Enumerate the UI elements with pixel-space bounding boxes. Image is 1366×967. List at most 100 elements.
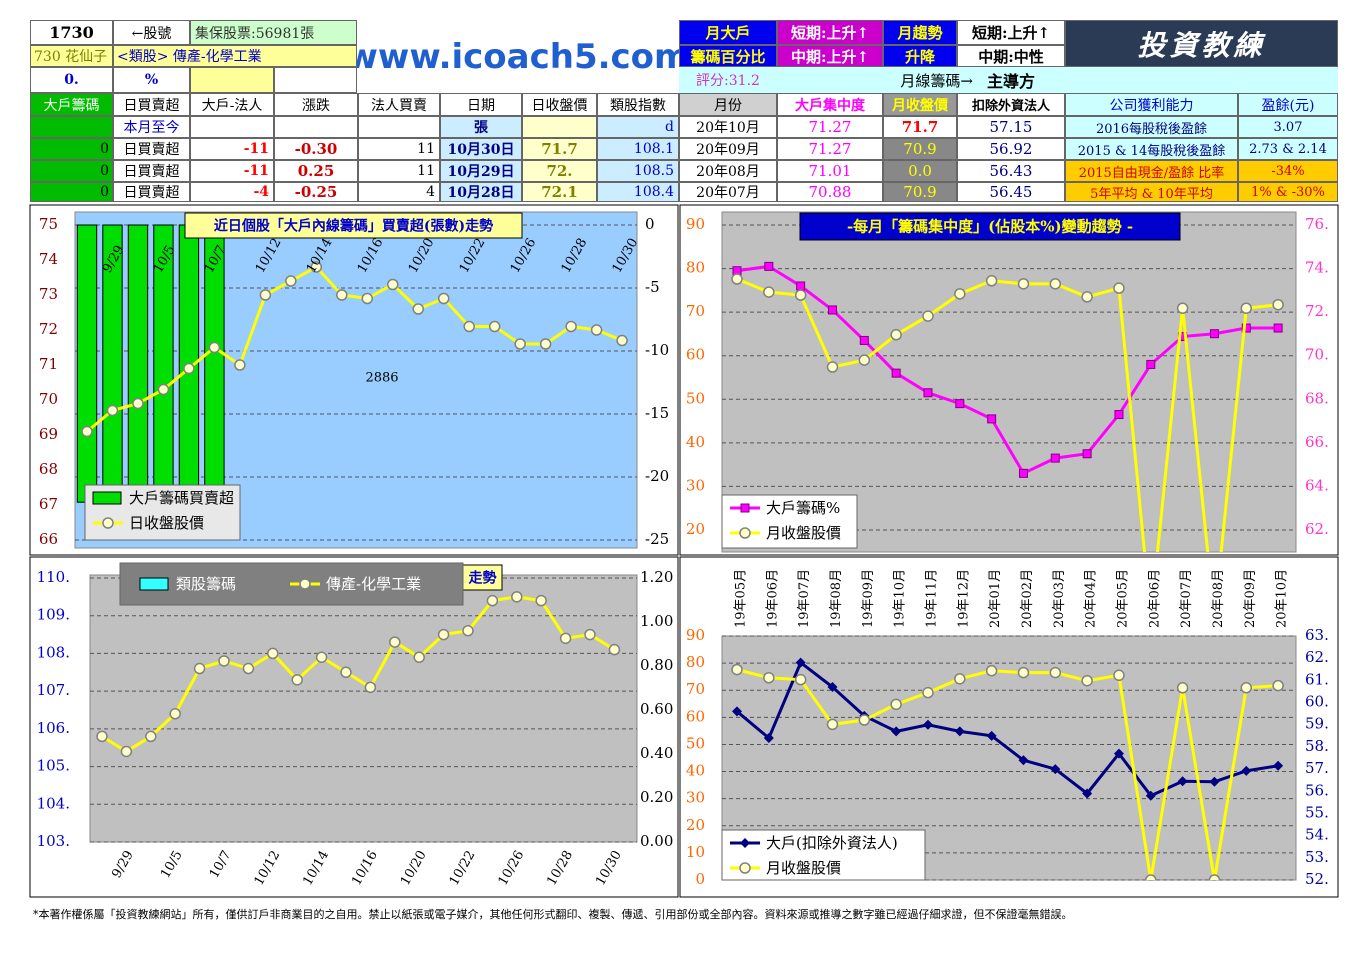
- table-cell: 72.1: [522, 182, 597, 202]
- point: [795, 657, 806, 668]
- point: [514, 338, 526, 350]
- line: [736, 660, 1279, 798]
- point: [922, 310, 934, 322]
- tick-label: 80: [686, 259, 705, 277]
- tick-label: -10: [645, 341, 669, 359]
- table-cell: 11: [358, 160, 440, 182]
- point: [858, 714, 871, 726]
- tick-label: 55.: [1305, 803, 1329, 821]
- table-cell: 108.4: [597, 182, 679, 202]
- point: [389, 636, 401, 648]
- cell: 月大戶: [679, 20, 777, 45]
- table-cell: [522, 116, 597, 138]
- point: [763, 733, 774, 744]
- point: [891, 368, 901, 378]
- point: [1146, 359, 1156, 369]
- point: [340, 666, 352, 679]
- point: [859, 335, 869, 345]
- table-cell: 10月28日: [440, 182, 522, 202]
- point: [922, 686, 934, 699]
- series-layer: [76, 224, 628, 503]
- x-tick-label: 20年04月: [1084, 569, 1099, 628]
- tick-label: 54.: [1305, 826, 1329, 844]
- tick-label: 52.: [1305, 870, 1329, 888]
- point: [1113, 748, 1124, 759]
- legend: [721, 829, 926, 881]
- tick-label: 103.: [37, 832, 70, 850]
- point: [985, 664, 998, 677]
- tick-label: 40: [686, 762, 705, 780]
- point: [584, 628, 596, 641]
- tick-label: 62.: [1305, 648, 1329, 666]
- annotation: 2886: [365, 371, 398, 386]
- title-box: [184, 212, 523, 239]
- table-cell: 57.15: [957, 116, 1065, 138]
- tick-label: 0.80: [640, 656, 673, 674]
- cell: 月趨勢: [883, 20, 957, 45]
- point: [763, 286, 775, 298]
- table-cell: 2016每股稅後盈餘: [1065, 116, 1238, 138]
- x-tick-label: 19年10月: [893, 569, 908, 628]
- point: [511, 591, 523, 603]
- tick-label: 0.20: [640, 788, 673, 806]
- table-cell: 20年10月: [679, 116, 777, 138]
- tick-label: 75: [39, 215, 58, 233]
- point: [827, 682, 838, 693]
- tick-label: 60.: [1305, 693, 1329, 711]
- column-header: 月收盤價: [883, 93, 957, 116]
- cell: 主導方: [980, 67, 1338, 93]
- point: [183, 362, 195, 375]
- table-cell: 日買賣超: [113, 138, 190, 160]
- point: [539, 338, 552, 350]
- point: [1273, 323, 1283, 333]
- x-tick-label: 20年02月: [1020, 569, 1035, 628]
- point: [285, 275, 297, 287]
- point: [608, 643, 621, 656]
- point: [310, 261, 323, 273]
- point: [826, 718, 839, 731]
- line: [736, 277, 1279, 552]
- point: [208, 341, 221, 354]
- point: [291, 674, 303, 686]
- point: [1050, 453, 1060, 463]
- point: [535, 594, 547, 607]
- table-cell: 2.73 & 2.14: [1238, 138, 1338, 160]
- legend-swatch: [139, 577, 169, 591]
- tick-label: 72.: [1305, 302, 1329, 320]
- tick-label: 68: [39, 460, 58, 478]
- table-cell: 本月至今: [113, 116, 190, 138]
- point: [923, 388, 933, 398]
- table-cell: 11: [358, 138, 440, 160]
- tick-label: 50: [686, 389, 705, 407]
- table-cell: [358, 116, 440, 138]
- point: [1114, 410, 1124, 420]
- point: [234, 359, 246, 371]
- cell: 中期:中性: [957, 45, 1065, 67]
- point: [145, 730, 157, 743]
- table-cell: d: [597, 116, 679, 138]
- tick-label: 110.: [37, 568, 70, 586]
- cell: 集保股票:56981張: [190, 20, 357, 45]
- plot-area: [89, 574, 638, 843]
- x-tick-label: 19年11月: [924, 569, 939, 628]
- tick-label: 68.: [1305, 389, 1329, 407]
- point: [463, 320, 475, 333]
- table-cell: 71.7: [522, 138, 597, 160]
- tick-label: 105.: [37, 757, 70, 775]
- column-header: 法人買賣: [358, 93, 440, 116]
- legend-swatch: [92, 491, 122, 505]
- table-cell: -0.30: [274, 138, 358, 160]
- cell: ←股號: [113, 20, 190, 45]
- table-cell: 70.88: [777, 182, 883, 202]
- column-header: 日買賣超: [113, 93, 190, 116]
- x-tick-label: 19年08月: [829, 569, 844, 628]
- column-header: 日期: [440, 93, 522, 116]
- point: [986, 730, 997, 741]
- tick-label: 53.: [1305, 848, 1329, 866]
- point: [763, 672, 775, 684]
- point: [565, 320, 577, 333]
- legend-label: 大戶籌碼買賣超: [129, 489, 234, 507]
- tick-label: 56.: [1305, 781, 1329, 799]
- chart-title: 近日個股「大戶內線籌碼」買賣超(張數)走勢: [214, 218, 493, 235]
- point: [731, 273, 743, 285]
